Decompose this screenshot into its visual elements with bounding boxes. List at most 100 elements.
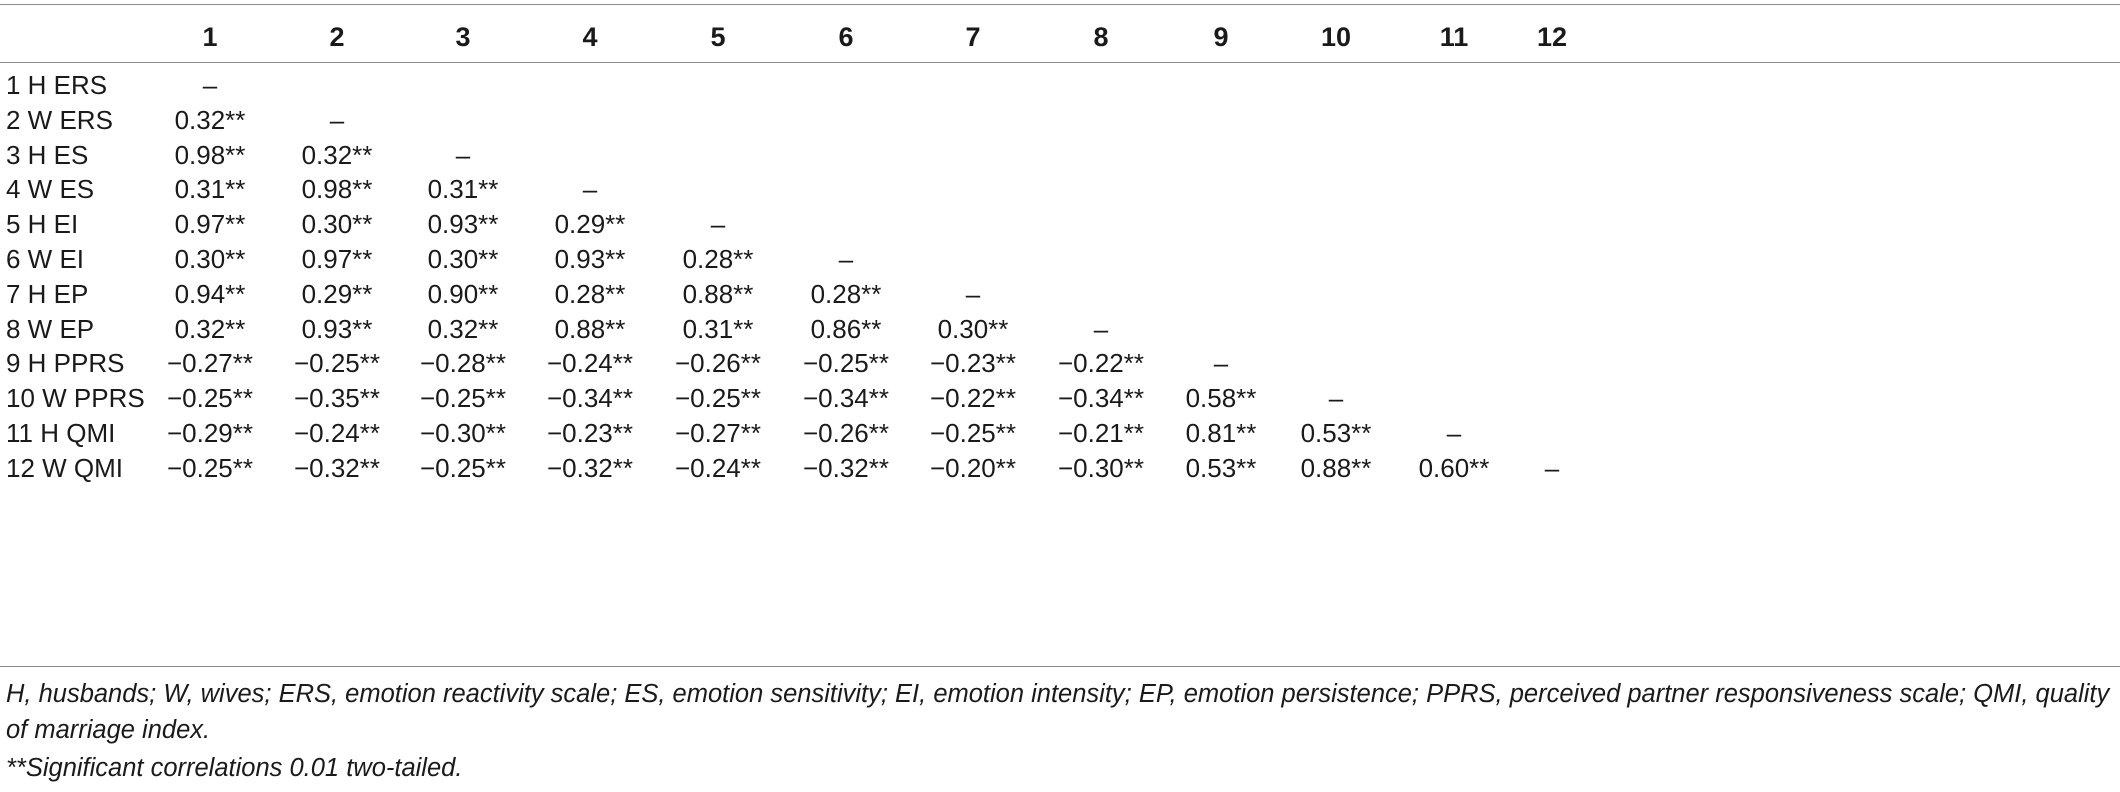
column-header: 8 [1093,22,1109,52]
table-cell: −0.25** [674,383,762,414]
table-cell: 0.32** [174,104,246,135]
table-cell: 0.97** [301,244,373,274]
table-header-rule [0,62,2120,63]
table-cell: 0.60** [1418,452,1490,483]
table-cell: −0.22** [929,383,1017,414]
table-cell: – [1446,418,1462,448]
column-header: 7 [965,22,981,52]
table-cell: – [965,278,981,309]
table-cell: −0.34** [802,383,890,414]
table-cell: 0.98** [174,139,246,170]
column-header: 11 [1439,22,1469,52]
table-cell: 0.31** [682,313,754,344]
table-cell: −0.29** [166,418,254,448]
table-cell: 0.53** [1300,418,1372,448]
table-cell: – [1213,348,1229,379]
row-label: 5 H EI [6,209,79,240]
table-cell: −0.32** [802,452,890,483]
table-cell: 0.28** [554,278,626,309]
table-cell: −0.26** [674,348,762,379]
table-cell: −0.25** [929,418,1017,448]
row-label: 9 H PPRS [6,348,125,379]
table-cell: 0.28** [810,278,882,309]
footnote-abbreviations: H, husbands; W, wives; ERS, emotion reac… [6,680,2110,744]
table-cell: 0.29** [301,278,373,309]
table-cell: – [329,104,345,135]
table-cell: – [1328,383,1344,414]
table-cell: – [202,70,218,100]
table-cell: 0.30** [174,244,246,274]
table-cell: −0.35** [293,383,381,414]
table-cell: −0.32** [546,452,634,483]
row-label: 7 H EP [6,278,89,309]
column-header: 9 [1213,22,1229,52]
table-cell: −0.28** [419,348,507,379]
table-cell: −0.22** [1057,348,1145,379]
table-cell: 0.94** [174,278,246,309]
table-cell: 0.88** [1300,452,1372,483]
table-cell: −0.24** [546,348,634,379]
table-cell: 0.93** [427,209,499,240]
table-cell: 0.30** [427,244,499,274]
table-cell: 0.30** [937,313,1009,344]
table-cell: – [1544,452,1560,483]
row-label: 12 W QMI [6,452,124,483]
table-cell: 0.32** [174,313,246,344]
table-cell: −0.34** [546,383,634,414]
row-label: 4 W ES [6,174,95,205]
table-cell: −0.21** [1057,418,1145,448]
row-label: 6 W EI [6,244,85,274]
table-cell: −0.34** [1057,383,1145,414]
table-cell: −0.24** [674,452,762,483]
table-cell: 0.88** [682,278,754,309]
table-cell: – [838,244,854,274]
table-cell: −0.25** [419,383,507,414]
column-header: 4 [582,22,598,52]
table-cell: 0.90** [427,278,499,309]
footnote-significance: **Significant correlations 0.01 two-tail… [6,754,463,782]
table-cell: 0.93** [554,244,626,274]
table-cell: 0.29** [554,209,626,240]
table-cell: −0.25** [419,452,507,483]
column-header: 3 [455,22,471,52]
table-cell: 0.81** [1185,418,1257,448]
column-header: 5 [710,22,726,52]
table-cell: −0.32** [293,452,381,483]
table-cell: – [455,139,471,170]
table-cell: −0.20** [929,452,1017,483]
table-cell: −0.23** [546,418,634,448]
row-label: 1 H ERS [6,70,108,100]
table-cell: −0.27** [166,348,254,379]
table-bottom-rule [0,666,2120,667]
table-cell: −0.27** [674,418,762,448]
table-cell: – [710,209,726,240]
row-label: 3 H ES [6,139,89,170]
table-cell: −0.24** [293,418,381,448]
table-cell: −0.30** [419,418,507,448]
table-cell: 0.31** [427,174,499,205]
table-top-rule [0,4,2120,5]
table-cell: 0.58** [1185,383,1257,414]
table-cell: −0.30** [1057,452,1145,483]
table-cell: −0.25** [293,348,381,379]
table-cell: 0.31** [174,174,246,205]
table-cell: 0.30** [301,209,373,240]
column-header: 12 [1536,22,1568,52]
table-cell: – [1093,313,1109,344]
table-cell: 0.98** [301,174,373,205]
row-label: 2 W ERS [6,104,113,135]
table-cell: – [582,174,598,205]
table-cell: −0.25** [802,348,890,379]
table-cell: 0.28** [682,244,754,274]
row-label: 8 W EP [6,313,95,344]
table-cell: 0.32** [427,313,499,344]
table-cell: 0.86** [810,313,882,344]
table-cell: −0.25** [166,383,254,414]
table-cell: 0.53** [1185,452,1257,483]
table-cell: −0.25** [166,452,254,483]
table-cell: −0.23** [929,348,1017,379]
column-header: 10 [1320,22,1352,52]
row-label: 11 H QMI [6,418,116,448]
column-header: 1 [202,22,218,52]
table-cell: −0.26** [802,418,890,448]
